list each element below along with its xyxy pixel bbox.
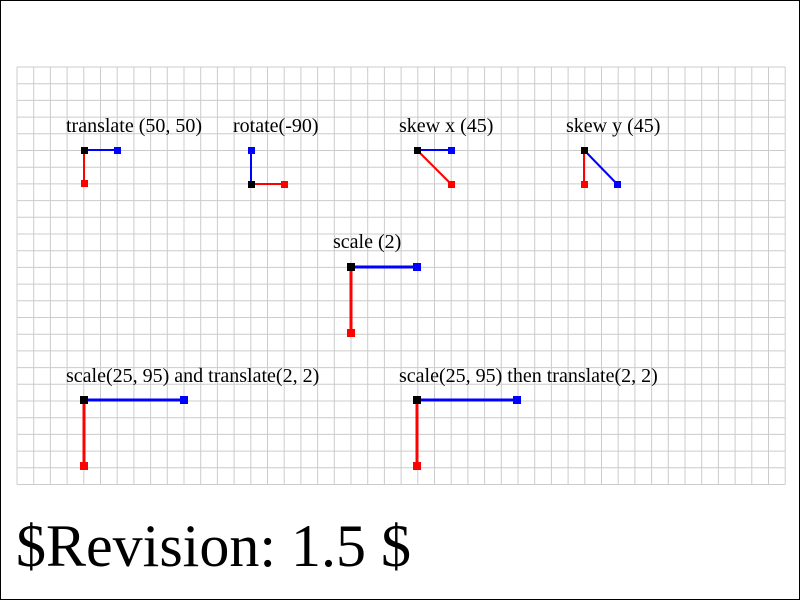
x-axis-line — [583, 149, 618, 185]
x-axis-marker — [413, 263, 421, 271]
y-axis-marker — [413, 462, 421, 470]
example-skew-x: skew x (45) — [399, 115, 493, 188]
example-skew-y: skew y (45) — [566, 115, 660, 188]
y-axis-line — [416, 149, 452, 185]
y-axis-marker — [81, 180, 88, 187]
origin-marker — [81, 147, 88, 154]
example-scale: scale (2) — [333, 231, 421, 337]
label-translate: translate (50, 50) — [66, 115, 202, 137]
origin-marker — [248, 181, 255, 188]
label-skew-y: skew y (45) — [566, 115, 660, 137]
label-rotate: rotate(-90) — [233, 115, 319, 137]
x-axis-marker — [448, 147, 455, 154]
x-axis-marker — [248, 147, 255, 154]
x-axis-marker — [114, 147, 121, 154]
x-axis-marker — [614, 181, 621, 188]
y-axis-marker — [448, 181, 455, 188]
y-axis-marker — [281, 181, 288, 188]
y-axis-marker — [581, 181, 588, 188]
example-translate: translate (50, 50) — [66, 115, 202, 187]
grid — [16, 66, 786, 485]
origin-marker — [581, 147, 588, 154]
example-rotate: rotate(-90) — [233, 115, 319, 188]
label-scale-and-translate: scale(25, 95) and translate(2, 2) — [66, 365, 319, 387]
label-scale-then-translate: scale(25, 95) then translate(2, 2) — [399, 365, 658, 387]
x-axis-marker — [180, 396, 188, 404]
label-skew-x: skew x (45) — [399, 115, 493, 137]
example-scale-then-translate: scale(25, 95) then translate(2, 2) — [399, 365, 658, 470]
y-axis-marker — [347, 329, 355, 337]
revision-text: $Revision: 1.5 $ — [16, 513, 412, 579]
x-axis-marker — [513, 396, 521, 404]
example-scale-and-translate: scale(25, 95) and translate(2, 2) — [66, 365, 319, 470]
origin-marker — [413, 396, 421, 404]
origin-marker — [80, 396, 88, 404]
y-axis-marker — [80, 462, 88, 470]
origin-marker — [347, 263, 355, 271]
origin-marker — [414, 147, 421, 154]
label-scale: scale (2) — [333, 231, 401, 253]
